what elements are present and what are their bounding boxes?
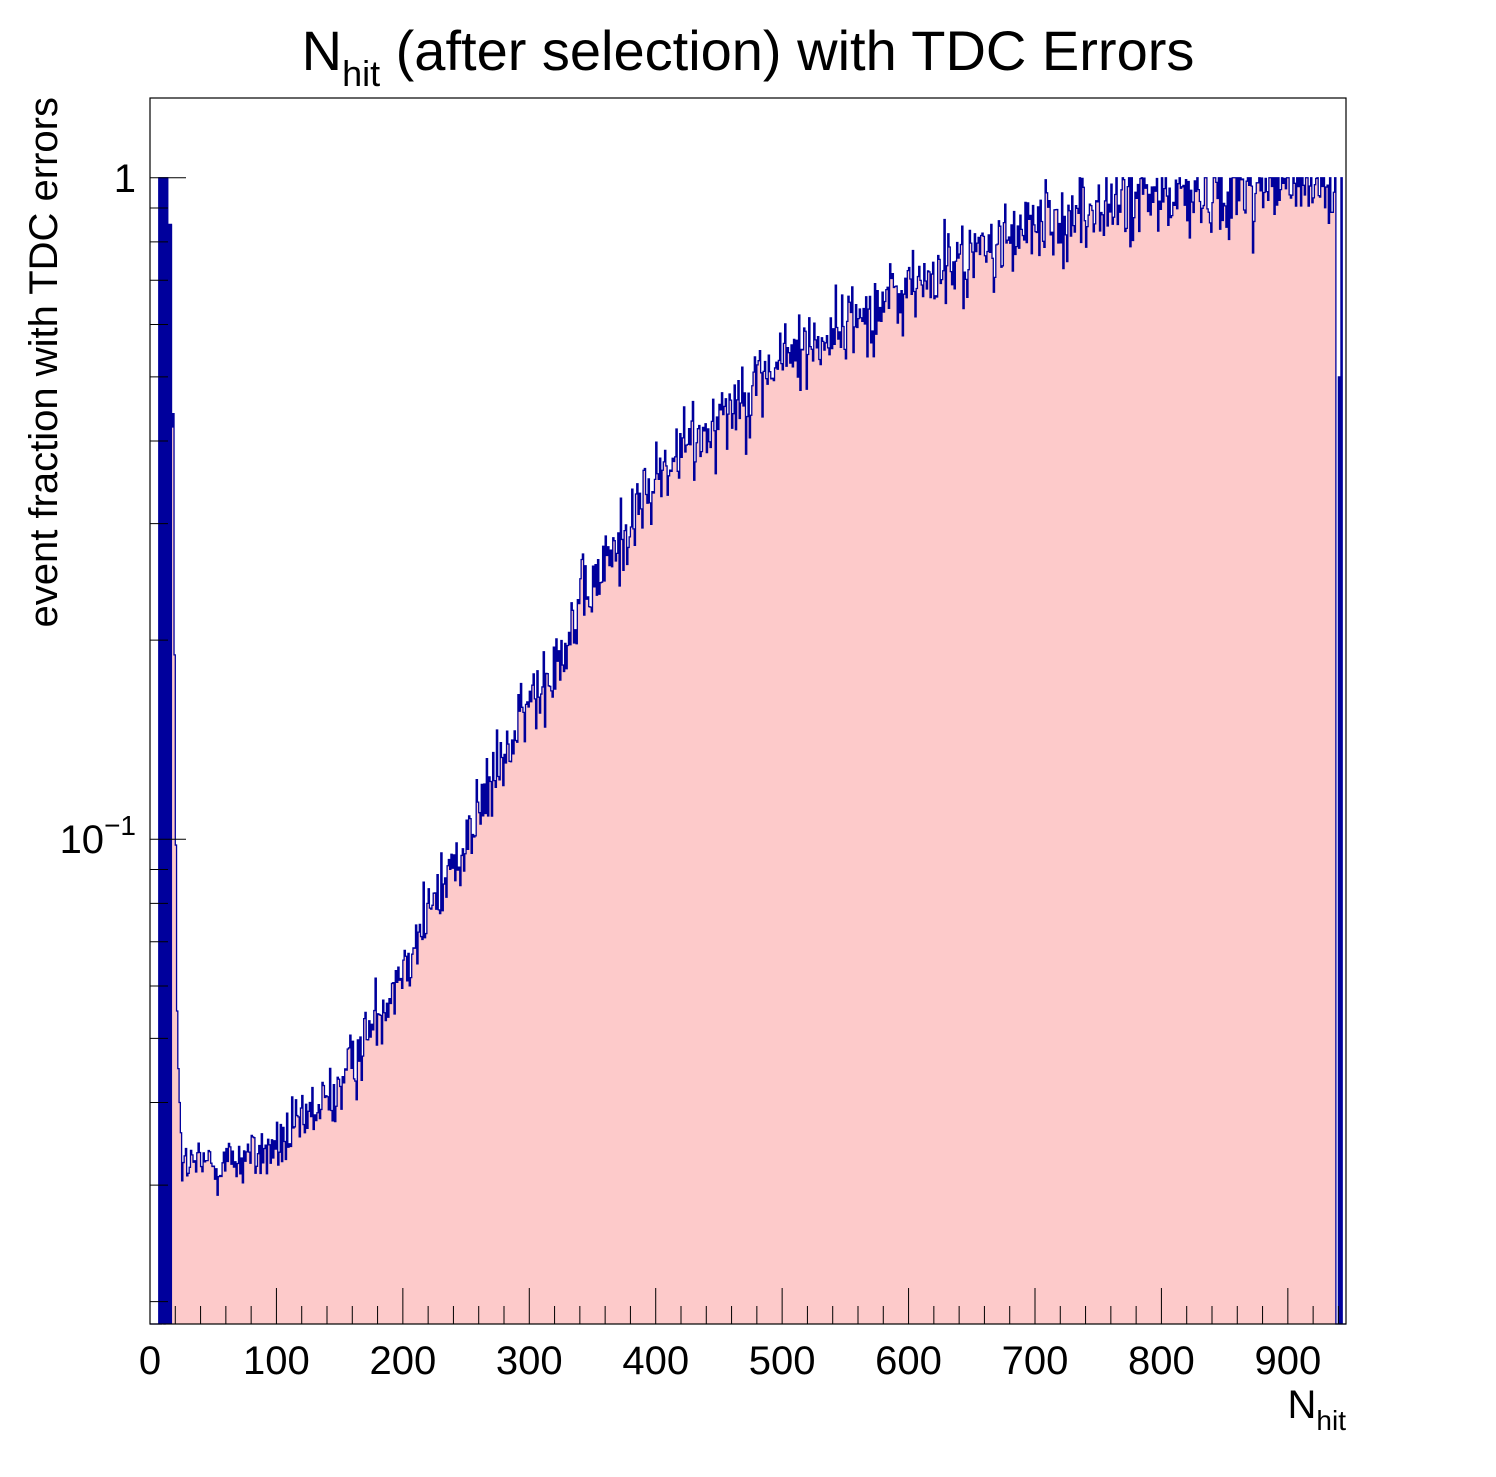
x-tick-label: 100 — [243, 1339, 310, 1383]
plot-area: 0 100 200 300 400 500 600 700 800 900 1 10−1 — [60, 97, 1347, 1383]
x-tick-label: 500 — [749, 1339, 816, 1383]
x-axis-label-base: N — [1288, 1383, 1317, 1427]
chart-title: Nhit (after selection) with TDC Errors — [302, 19, 1195, 94]
chart-title-sub: hit — [342, 53, 380, 94]
x-tick-label: 600 — [875, 1339, 942, 1383]
y-tick-label: 1 — [114, 157, 136, 201]
y-tick-label: 10−1 — [60, 810, 136, 862]
x-tick-label: 900 — [1254, 1339, 1321, 1383]
histogram-fill — [158, 177, 1343, 1324]
x-tick-label: 700 — [1002, 1339, 1069, 1383]
x-tick-label: 400 — [622, 1339, 689, 1383]
chart-title-base: N — [302, 19, 342, 82]
chart-title-rest: (after selection) with TDC Errors — [380, 19, 1194, 82]
x-tick-label: 200 — [369, 1339, 436, 1383]
y-axis-label: event fraction with TDC errors — [22, 97, 66, 628]
x-axis-label-sub: hit — [1316, 1405, 1346, 1436]
x-tick-label: 300 — [496, 1339, 563, 1383]
x-tick-label: 0 — [139, 1339, 161, 1383]
x-tick-label: 800 — [1128, 1339, 1195, 1383]
histogram-spikes — [158, 177, 173, 1324]
y-ticks: 1 10−1 — [60, 157, 186, 1303]
plot-frame — [149, 97, 1347, 1325]
x-ticks: 0 100 200 300 400 500 600 700 800 900 — [139, 1288, 1339, 1383]
x-axis-label: Nhit — [1288, 1383, 1347, 1436]
histogram-line — [150, 177, 1346, 1325]
